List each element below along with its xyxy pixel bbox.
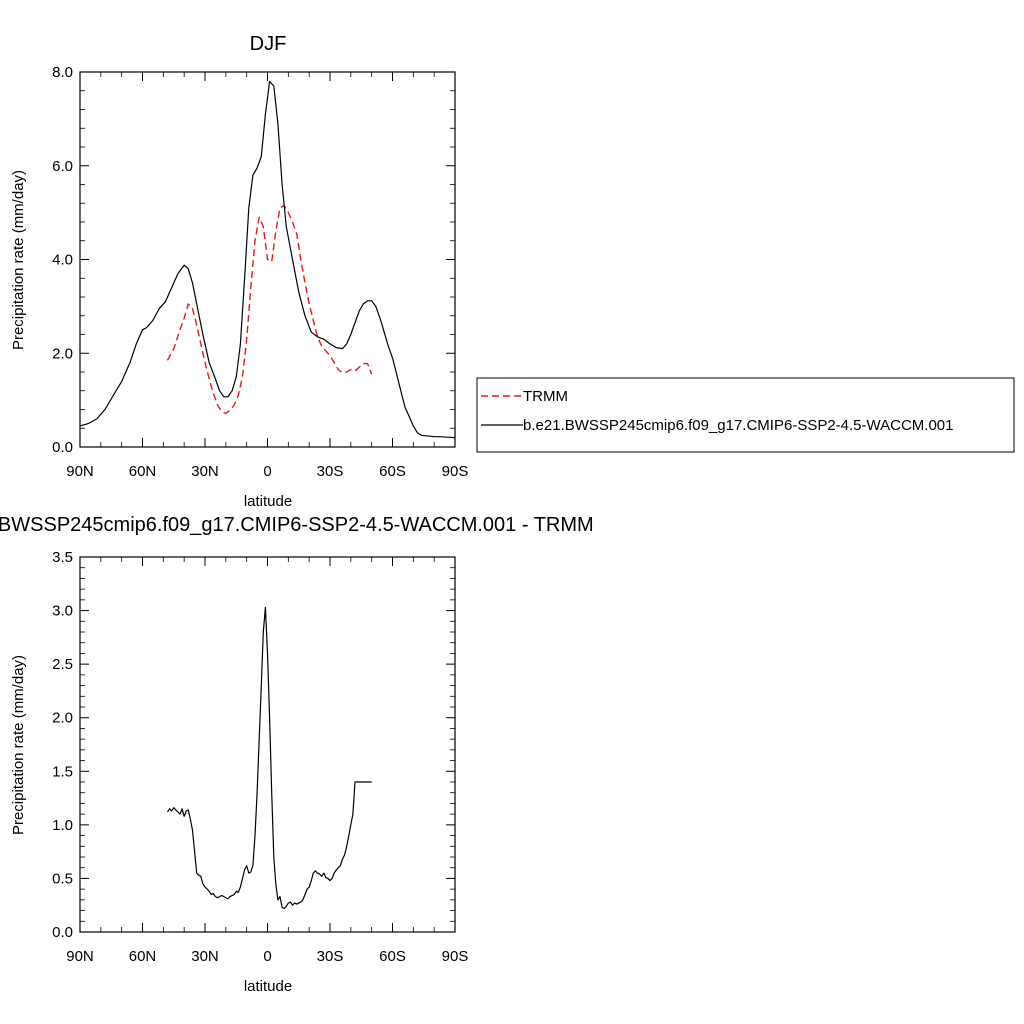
top-y-tick-label: 8.0 [52, 64, 73, 81]
top-series-line-0 [166, 204, 373, 414]
bottom-title: b.e21.BWSSP245cmip6.f09_g17.CMIP6-SSP2-4… [0, 514, 594, 536]
bottom-y-tick-label: 2.5 [52, 656, 73, 673]
top-ticks: 90N 60N 30N 0 30S 60S 90S 0.0 2.0 4.0 6.0 8.0 [52, 64, 468, 480]
bottom-y-axis-label: Precipitation rate (mm/day) [10, 655, 27, 835]
bottom-x-tick-label: 60S [379, 948, 406, 965]
top-x-tick-label: 30S [317, 463, 344, 480]
top-y-tick-label: 2.0 [52, 345, 73, 362]
top-series-line-1 [79, 80, 456, 439]
bottom-x-tick-label: 30N [191, 948, 219, 965]
top-lines [79, 80, 456, 439]
top-x-tick-label: 60S [379, 463, 406, 480]
top-x-axis-label: latitude [244, 493, 292, 510]
bottom-y-tick-label: 3.0 [52, 603, 73, 620]
bottom-plot-frame [79, 556, 456, 933]
bottom-x-tick-label: 0 [263, 948, 271, 965]
bottom-x-axis-label: latitude [244, 978, 292, 995]
bottom-x-tick-label: 90S [442, 948, 469, 965]
top-y-tick-label: 0.0 [52, 439, 73, 456]
bottom-lines [166, 606, 372, 910]
legend-box [476, 377, 1015, 453]
bottom-x-tick-label: 30S [317, 948, 344, 965]
panel-bottom: b.e21.BWSSP245cmip6.f09_g17.CMIP6-SSP2-4… [0, 514, 594, 995]
bottom-x-tick-label: 90N [66, 948, 94, 965]
top-y-axis-label: Precipitation rate (mm/day) [10, 170, 27, 350]
legend-label-model: b.e21.BWSSP245cmip6.f09_g17.CMIP6-SSP2-4… [523, 417, 953, 434]
top-x-tick-label: 60N [129, 463, 157, 480]
bottom-y-tick-label: 3.5 [52, 549, 73, 566]
bottom-y-tick-label: 1.0 [52, 817, 73, 834]
top-x-tick-label: 30N [191, 463, 219, 480]
legend-label-trmm: TRMM [523, 388, 568, 405]
panel-top: DJF 90N 60N 30N 0 30S 60S 90S 0.0 2.0 4.0 6.0 8.0 l… [10, 33, 1015, 510]
top-x-tick-label: 90N [66, 463, 94, 480]
bottom-series-line-0 [166, 606, 372, 910]
bottom-x-tick-label: 60N [129, 948, 157, 965]
top-y-tick-label: 6.0 [52, 158, 73, 175]
bottom-y-tick-label: 0.5 [52, 870, 73, 887]
bottom-y-tick-label: 0.0 [52, 924, 73, 941]
bottom-ticks: 90N 60N 30N 0 30S 60S 90S 0.0 0.5 1.0 1.5 2.0 2.5 3.0… [52, 549, 468, 965]
top-x-tick-label: 90S [442, 463, 469, 480]
top-y-tick-label: 4.0 [52, 252, 73, 269]
top-x-tick-label: 0 [263, 463, 271, 480]
top-title: DJF [250, 33, 287, 55]
bottom-y-tick-label: 1.5 [52, 763, 73, 780]
bottom-y-tick-label: 2.0 [52, 710, 73, 727]
legend: TRMM b.e21.BWSSP245cmip6.f09_g17.CMIP6-S… [476, 377, 1015, 453]
